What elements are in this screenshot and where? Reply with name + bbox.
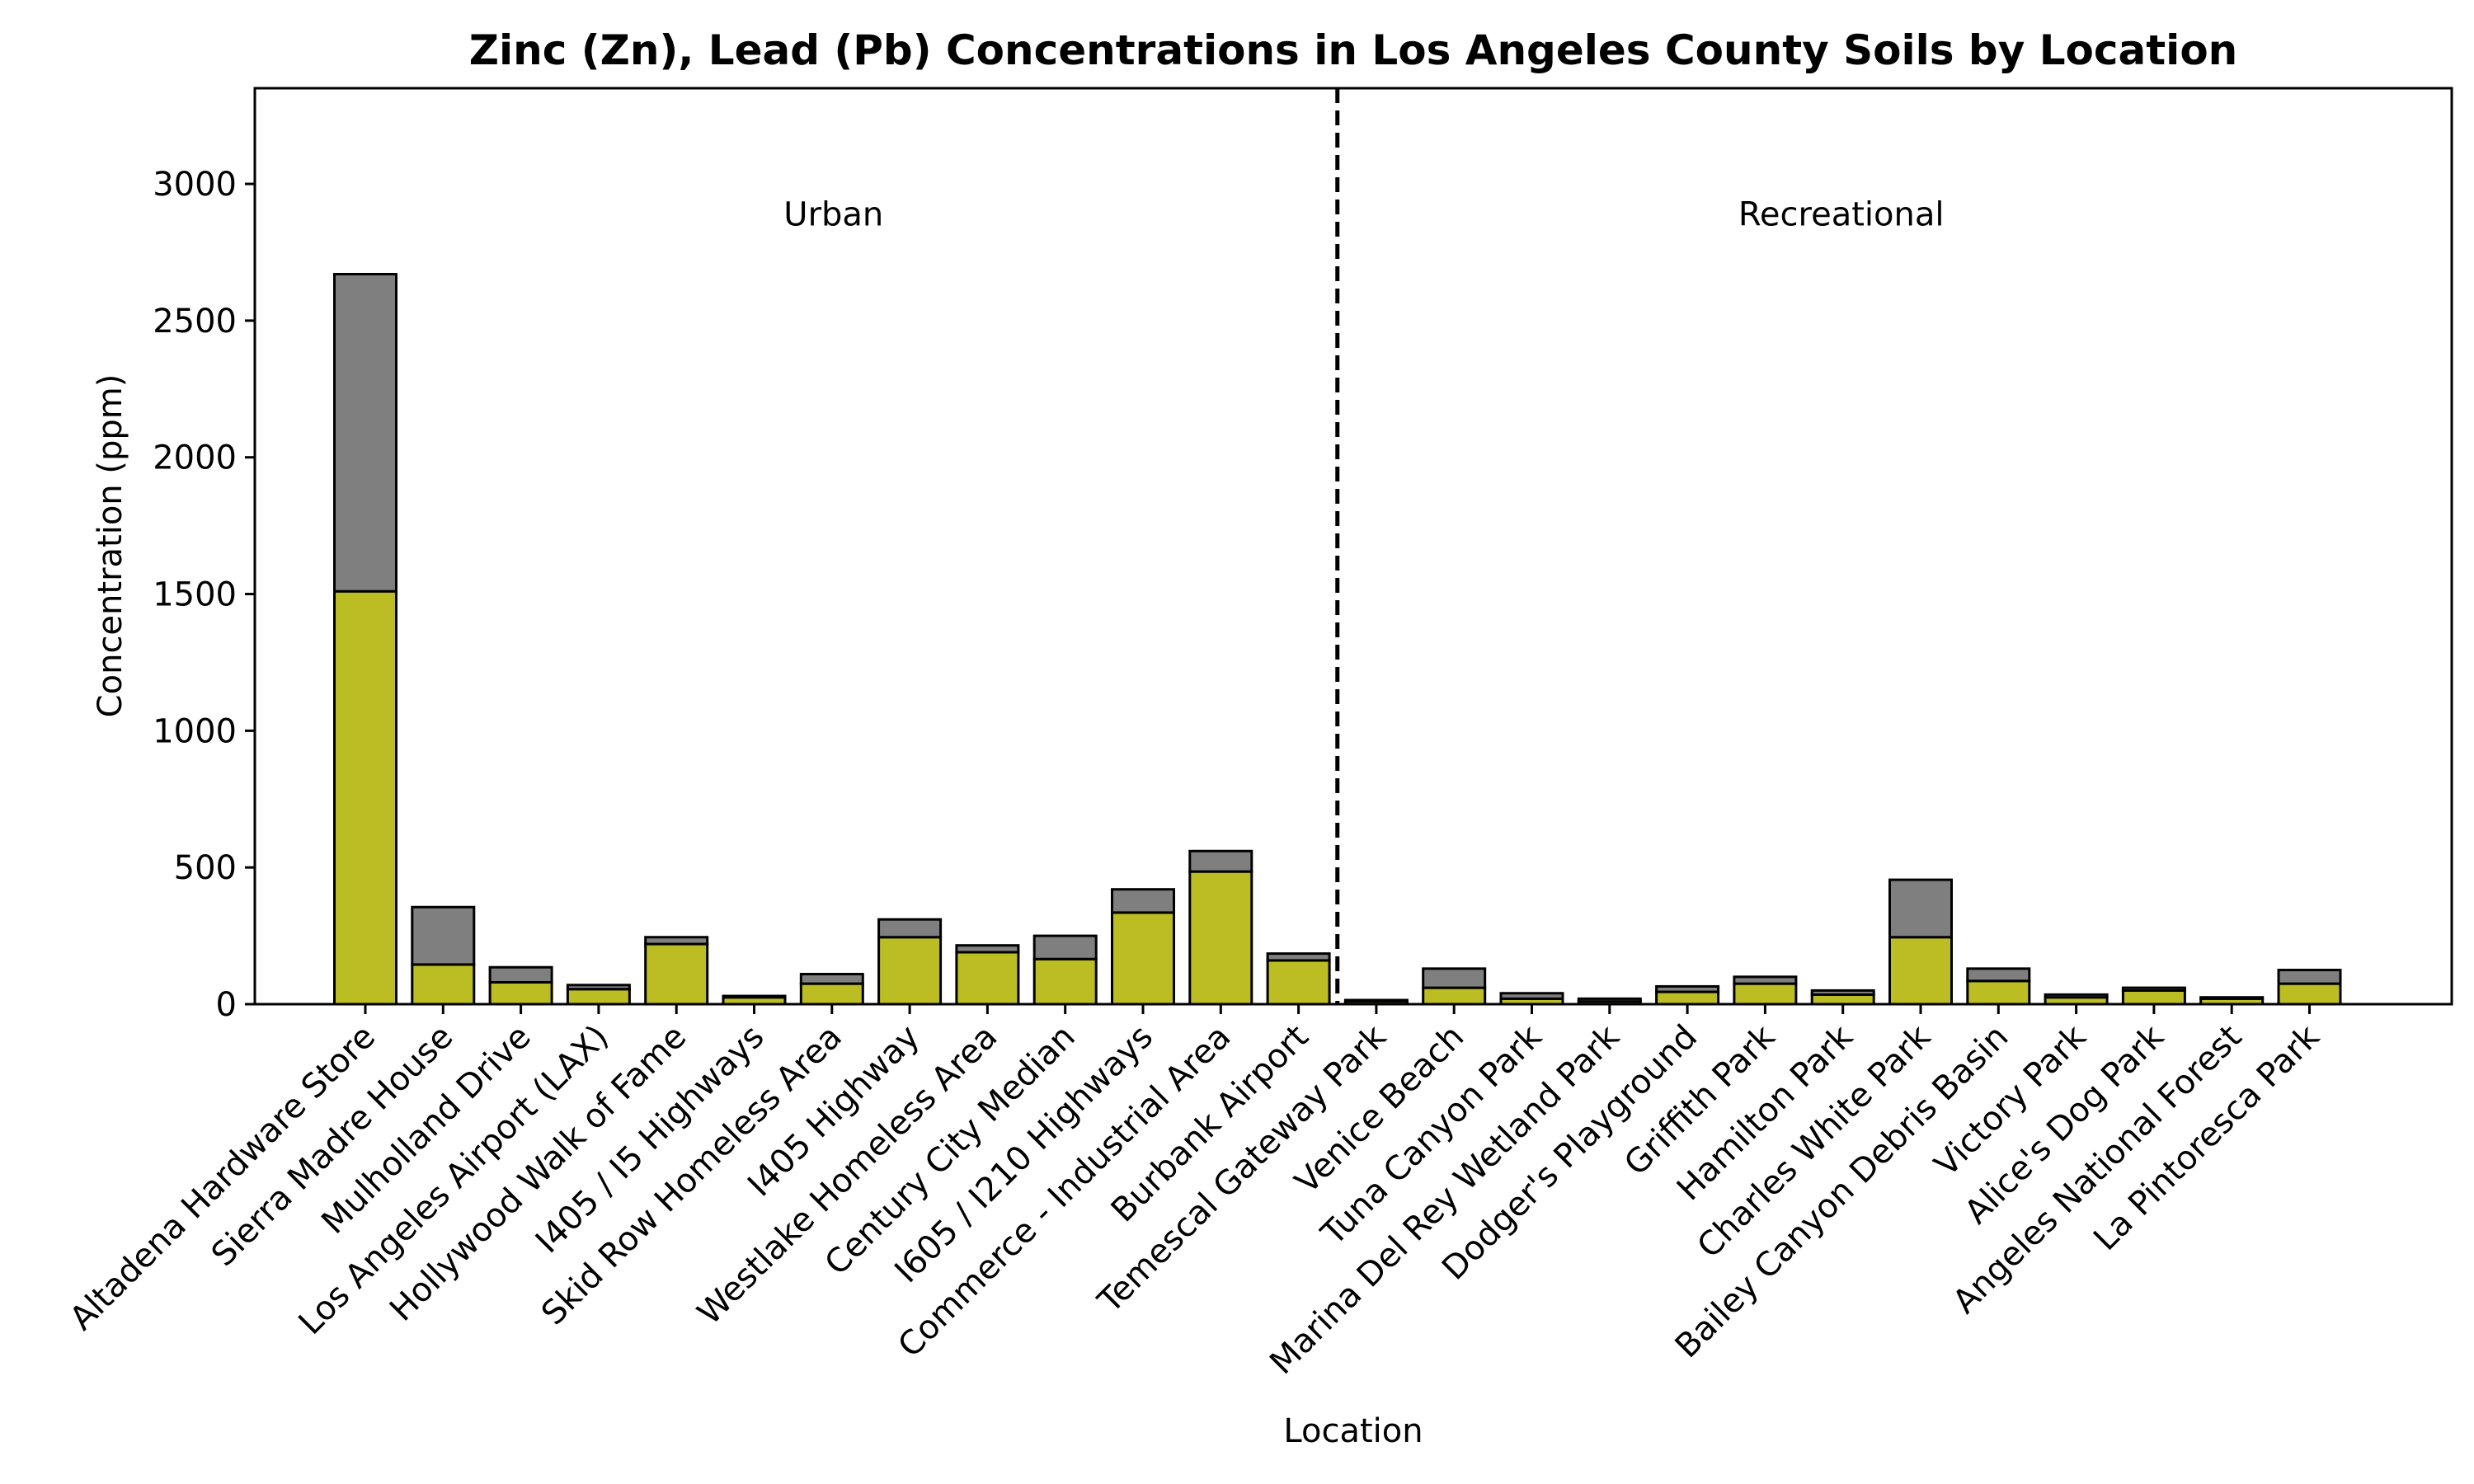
bar-bailey-canyon-debris-basin-series-1 xyxy=(1966,979,2031,1006)
bar-bailey-canyon-debris-basin-series-2 xyxy=(1966,967,2031,983)
plot-frame xyxy=(253,87,2453,1006)
bar-i405-i5-highways-series-2 xyxy=(722,994,787,999)
bars-layer xyxy=(333,273,2342,1006)
y-tick-label-2000: 2000 xyxy=(153,439,237,477)
bar-charles-white-park-series-2 xyxy=(1888,878,1953,939)
bar-westlake-homeless-area-series-1 xyxy=(955,951,1020,1006)
y-axis-label: Concentration (ppm) xyxy=(92,374,129,718)
bar-mulholland-drive-series-1 xyxy=(488,980,553,1006)
bar-venice-beach-series-2 xyxy=(1422,967,1487,989)
y-tick-label-500: 500 xyxy=(174,849,237,887)
bar-skid-row-homeless-area-series-2 xyxy=(799,973,864,985)
bar-los-angeles-airport-lax-series-1 xyxy=(566,988,631,1006)
bar-angeles-national-forest-series-2 xyxy=(2199,996,2265,1000)
bar-burbank-airport-series-1 xyxy=(1266,959,1331,1006)
region-label-urban: Urban xyxy=(783,196,883,234)
bar-commerce-industrial-area-series-1 xyxy=(1188,870,1253,1006)
bar-los-angeles-airport-lax-series-2 xyxy=(566,984,631,991)
bar-i405-highway-series-2 xyxy=(877,918,943,939)
x-axis-label: Location xyxy=(1283,1412,1423,1450)
bar-i605-i210-highways-series-2 xyxy=(1111,888,1175,914)
region-label-recreational: Recreational xyxy=(1738,196,1945,234)
bar-temescal-gateway-park-series-2 xyxy=(1343,998,1409,1003)
bar-hollywood-walk-of-fame-series-1 xyxy=(644,942,709,1006)
bar-dodger-s-playground-series-2 xyxy=(1655,984,1720,993)
bar-hamilton-park-series-2 xyxy=(1810,989,1875,996)
bar-i405-highway-series-1 xyxy=(877,936,943,1006)
y-tick-label-3000: 3000 xyxy=(153,166,237,204)
bar-altadena-hardware-store-series-1 xyxy=(333,589,397,1006)
bar-hamilton-park-series-1 xyxy=(1810,993,1875,1006)
bar-victory-park-series-2 xyxy=(2044,993,2109,999)
bar-la-pintoresca-park-series-1 xyxy=(2277,982,2342,1006)
bar-skid-row-homeless-area-series-1 xyxy=(799,982,864,1006)
y-axis-ticks: 0 500 1000 1500 2000 2500 3000 xyxy=(153,166,255,1024)
bar-alice-s-dog-park-series-2 xyxy=(2121,986,2186,992)
chart-title: Zinc (Zn), Lead (Pb) Concentrations in L… xyxy=(469,26,2238,74)
bar-mulholland-drive-series-2 xyxy=(488,965,553,984)
bar-altadena-hardware-store-series-2 xyxy=(333,273,397,593)
bar-alice-s-dog-park-series-1 xyxy=(2121,989,2186,1006)
bar-sierra-madre-house-series-2 xyxy=(411,905,476,966)
y-tick-label-2500: 2500 xyxy=(153,303,237,340)
bar-burbank-airport-series-2 xyxy=(1266,952,1331,962)
bar-charles-white-park-series-1 xyxy=(1888,936,1953,1006)
y-tick-label-1000: 1000 xyxy=(153,712,237,750)
bar-commerce-industrial-area-series-2 xyxy=(1188,849,1253,873)
bar-century-city-median-series-2 xyxy=(1032,934,1098,960)
y-tick-label-1500: 1500 xyxy=(153,576,237,614)
y-tick-label-0: 0 xyxy=(216,986,237,1024)
bar-westlake-homeless-area-series-2 xyxy=(955,944,1020,954)
bar-sierra-madre-house-series-1 xyxy=(411,963,476,1006)
bar-hollywood-walk-of-fame-series-2 xyxy=(644,936,709,946)
bar-i605-i210-highways-series-1 xyxy=(1111,911,1175,1006)
bar-tuna-canyon-park-series-2 xyxy=(1499,992,1564,1000)
bar-la-pintoresca-park-series-2 xyxy=(2277,969,2342,985)
bar-dodger-s-playground-series-1 xyxy=(1655,990,1720,1006)
bar-venice-beach-series-1 xyxy=(1422,986,1487,1006)
bar-griffith-park-series-1 xyxy=(1733,982,1798,1006)
bar-century-city-median-series-1 xyxy=(1032,957,1098,1006)
bar-marina-del-rey-wetland-park-series-2 xyxy=(1577,997,1642,1003)
bar-griffith-park-series-2 xyxy=(1733,975,1798,985)
